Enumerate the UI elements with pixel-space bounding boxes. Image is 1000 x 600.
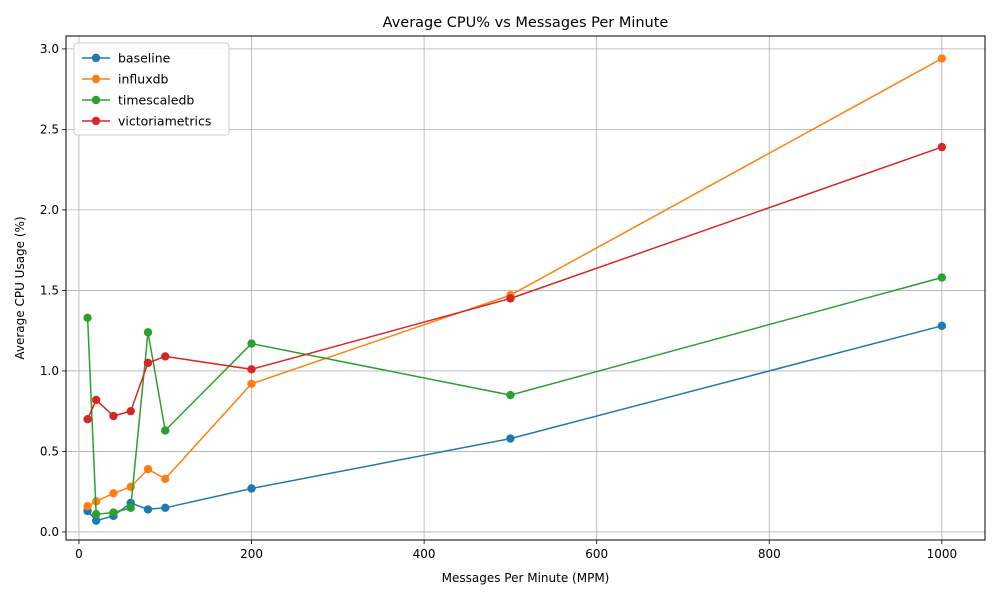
legend-label: timescaledb [118,93,194,108]
x-tick-label: 600 [585,547,608,561]
data-point-victoriametrics [937,142,947,152]
data-point-timescaledb [937,273,947,282]
legend: baseline influxdb timescaledb victoriametri… [73,42,230,136]
y-tick-label: 1.5 [40,283,59,297]
data-point-baseline [92,516,101,525]
chart-title: Average CPU% vs Messages Per Minute [383,15,669,31]
data-point-baseline [506,434,515,443]
series-layer [83,54,947,525]
data-point-timescaledb [126,503,135,512]
x-tick-label: 200 [240,547,263,561]
data-point-timescaledb [83,313,92,322]
data-point-baseline [937,321,947,331]
x-tick-label: 400 [413,547,436,561]
legend-label: baseline [118,51,171,66]
data-point-victoriametrics [143,358,153,368]
x-tick-label: 800 [758,547,781,561]
data-point-timescaledb [92,510,101,519]
legend-label: influxdb [118,72,169,87]
legend-marker [91,74,101,84]
y-tick-label: 2.5 [40,122,59,136]
data-point-victoriametrics [247,365,256,374]
legend-marker [91,53,101,63]
data-point-influxdb [143,464,153,474]
data-point-baseline [247,484,256,493]
legend-box [73,42,230,136]
data-point-influxdb [247,379,256,389]
data-point-timescaledb [143,328,153,337]
data-point-victoriametrics [92,395,101,405]
data-point-influxdb [937,54,947,63]
data-point-baseline [161,503,170,512]
y-axis: 0.0 0.5 1.0 1.5 2.0 2.5 3.0 [40,42,66,539]
legend-marker [91,95,101,105]
legend-item-timescaledb: timescaledb [82,93,194,108]
data-point-victoriametrics [506,294,515,303]
legend-item-influxdb: influxdb [82,72,169,87]
x-axis: 0 200 400 600 800 1000 [75,540,957,561]
data-point-timescaledb [161,426,170,435]
x-tick-label: 1000 [927,547,958,561]
data-point-timescaledb [247,339,256,348]
data-point-influxdb [161,474,170,484]
legend-marker [91,116,101,126]
data-point-victoriametrics [109,411,118,421]
legend-item-victoriametrics: victoriametrics [82,114,211,129]
legend-label: victoriametrics [118,114,211,129]
x-axis-label: Messages Per Minute (MPM) [442,571,610,585]
data-point-timescaledb [506,390,515,400]
data-point-victoriametrics [83,415,92,424]
data-point-influxdb [83,501,92,511]
y-axis-label: Average CPU Usage (%) [13,216,27,359]
x-tick-label: 0 [75,547,83,561]
y-tick-label: 3.0 [40,42,59,56]
grid [66,36,985,540]
y-tick-label: 0.5 [40,444,59,458]
legend-item-baseline: baseline [82,51,171,66]
series-timescaledb [83,273,947,519]
data-point-victoriametrics [161,352,170,361]
data-point-baseline [143,505,153,514]
data-point-timescaledb [109,508,118,517]
y-tick-label: 2.0 [40,203,59,217]
y-tick-label: 0.0 [40,525,59,539]
series-victoriametrics [83,142,947,424]
data-point-victoriametrics [126,406,135,416]
plot-frame [65,35,986,541]
data-point-influxdb [109,489,118,498]
y-tick-label: 1.0 [40,364,59,378]
